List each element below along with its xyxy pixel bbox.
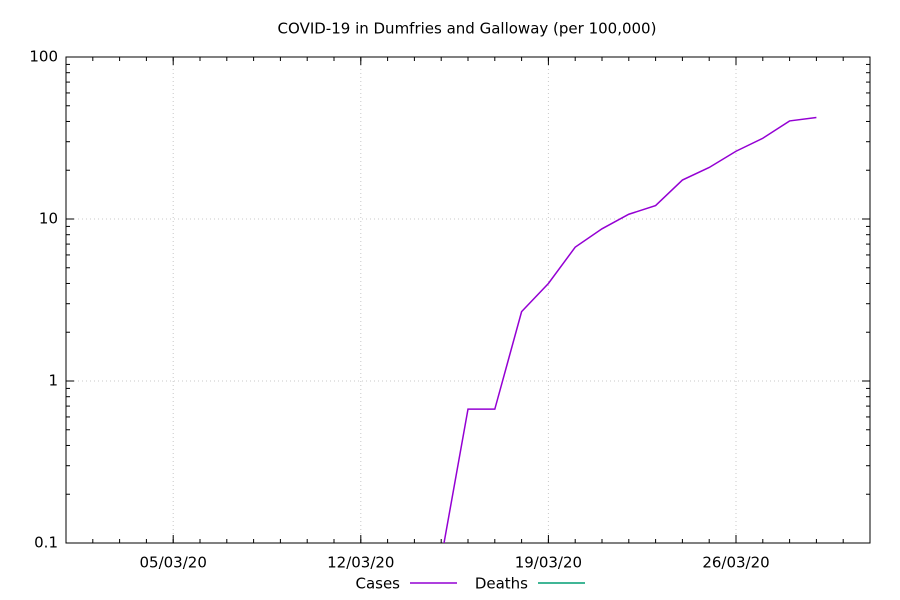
x-tick-label: 19/03/20 [515, 554, 582, 572]
y-tick-label: 10 [39, 210, 58, 228]
series-line [443, 116, 817, 543]
x-tick-label: 12/03/20 [327, 554, 394, 572]
x-tick-label: 26/03/20 [702, 554, 769, 572]
plot-border [65, 56, 871, 544]
legend-label: Cases [355, 575, 400, 593]
chart-title: COVID-19 in Dumfries and Galloway (per 1… [278, 20, 657, 38]
legend-label: Deaths [475, 575, 528, 593]
y-tick-label: 0.1 [34, 534, 58, 552]
y-tick-label: 1 [48, 372, 58, 390]
x-tick-label: 05/03/20 [140, 554, 207, 572]
y-tick-label: 100 [29, 48, 58, 66]
